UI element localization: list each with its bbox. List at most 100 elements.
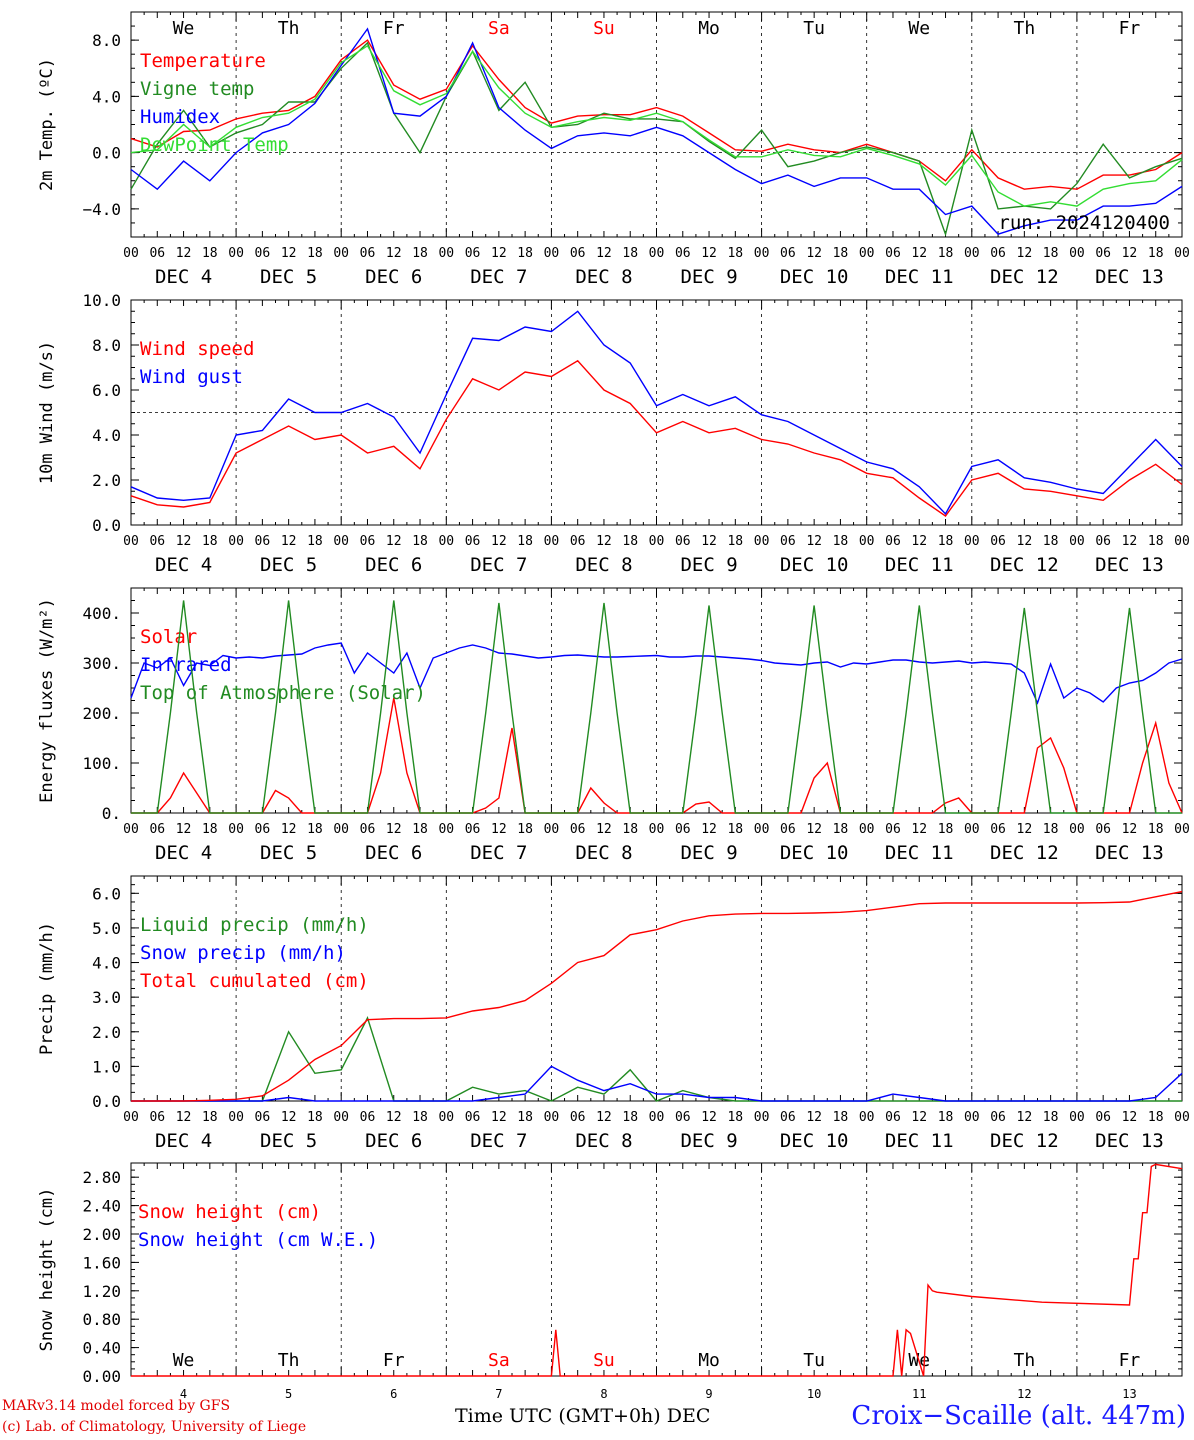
x-date-label: DEC 5 — [260, 554, 317, 576]
series-line-green — [130, 41, 1183, 237]
x-hour-label: 12 — [281, 1110, 297, 1125]
x-hour-label: 06 — [675, 1110, 691, 1125]
legend-entry: Snow height (cm) — [138, 1201, 321, 1223]
x-hour-label: 00 — [1174, 246, 1190, 261]
x-hour-label: 12 — [1017, 246, 1033, 261]
x-hour-label: 12 — [701, 1110, 717, 1125]
legend-entry: Temperature — [140, 50, 266, 72]
x-hour-label: 00 — [1174, 534, 1190, 549]
y-tick-label: −4.0 — [82, 200, 121, 219]
series-line-blue — [130, 27, 1183, 236]
legend-entry: Snow precip (mm/h) — [140, 942, 346, 964]
x-hour-label: 18 — [1043, 1110, 1059, 1125]
legend-entry: Top of Atmosphere (Solar) — [140, 682, 426, 704]
x-hour-label: 06 — [780, 534, 796, 549]
x-hour-label: 00 — [333, 822, 349, 837]
weekday-label: Tu — [803, 1350, 825, 1371]
y-tick-label: 8.0 — [92, 336, 121, 355]
x-hour-label: 00 — [123, 246, 139, 261]
x-hour-label: 00 — [438, 246, 454, 261]
x-hour-label: 06 — [675, 534, 691, 549]
x-hour-label: 06 — [360, 246, 376, 261]
x-hour-label: 00 — [1174, 1110, 1190, 1125]
x-hour-label: 12 — [1017, 822, 1033, 837]
x-date-label: DEC 6 — [365, 554, 422, 576]
weekday-label: Fr — [1119, 18, 1141, 39]
x-hour-label: 18 — [412, 534, 428, 549]
weekday-label: Th — [278, 18, 300, 39]
x-hour-label: 00 — [649, 246, 665, 261]
x-hour-label: 12 — [701, 822, 717, 837]
x-hour-label: 18 — [938, 1110, 954, 1125]
x-hour-label: 06 — [990, 534, 1006, 549]
weekday-label: Sa — [488, 18, 510, 39]
weekday-label: Fr — [1119, 1350, 1141, 1371]
x-hour-label: 06 — [465, 246, 481, 261]
y-tick-label: 1.60 — [82, 1253, 121, 1272]
y-tick-label: 10.0 — [82, 291, 121, 310]
x-date-label: DEC 11 — [885, 266, 954, 288]
x-hour-label: 00 — [859, 822, 875, 837]
x-hour-label: 00 — [1069, 822, 1085, 837]
x-hour-label: 00 — [544, 822, 560, 837]
x-date-label: DEC 5 — [260, 1130, 317, 1152]
y-tick-label: 400. — [82, 604, 121, 623]
x-hour-label: 00 — [228, 534, 244, 549]
x-hour-label: 00 — [964, 822, 980, 837]
y-axis-label: Energy fluxes (W/m²) — [37, 598, 57, 803]
x-hour-label: 18 — [938, 246, 954, 261]
x-date-label: DEC 11 — [885, 842, 954, 864]
x-hour-label: 06 — [255, 534, 271, 549]
x-hour-label: 18 — [412, 822, 428, 837]
x-hour-label: 00 — [964, 534, 980, 549]
x-date-label: DEC 4 — [155, 266, 212, 288]
weekday-label: Tu — [803, 18, 825, 39]
x-day-number: 6 — [390, 1387, 397, 1401]
x-hour-label: 12 — [176, 822, 192, 837]
x-day-number: 11 — [912, 1387, 926, 1401]
legend-entry: Total cumulated (cm) — [140, 970, 369, 992]
y-tick-label: 1.0 — [92, 1057, 121, 1076]
x-date-label: DEC 8 — [575, 554, 632, 576]
x-date-label: DEC 8 — [575, 842, 632, 864]
x-hour-label: 06 — [1095, 1110, 1111, 1125]
x-date-label: DEC 10 — [780, 554, 849, 576]
x-hour-label: 12 — [176, 534, 192, 549]
series-line-red — [130, 39, 1183, 190]
x-hour-label: 06 — [255, 246, 271, 261]
x-date-label: DEC 7 — [470, 842, 527, 864]
x-hour-label: 18 — [1148, 1110, 1164, 1125]
y-tick-label: 4.0 — [92, 954, 121, 973]
series-line-lightgreen — [130, 44, 1183, 207]
x-hour-label: 00 — [333, 1110, 349, 1125]
x-hour-label: 18 — [202, 1110, 218, 1125]
y-tick-label: 200. — [82, 704, 121, 723]
series-line-red — [131, 890, 1183, 1102]
x-hour-label: 18 — [517, 246, 533, 261]
x-hour-label: 06 — [990, 246, 1006, 261]
x-hour-label: 00 — [1069, 534, 1085, 549]
y-tick-label: 0.80 — [82, 1310, 121, 1329]
x-hour-label: 12 — [1122, 534, 1138, 549]
x-date-label: DEC 12 — [990, 554, 1059, 576]
x-hour-label: 00 — [859, 534, 875, 549]
x-date-label: DEC 8 — [575, 266, 632, 288]
x-hour-label: 12 — [491, 822, 507, 837]
x-date-label: DEC 7 — [470, 554, 527, 576]
series-line-blue — [130, 310, 1183, 515]
x-date-label: DEC 13 — [1095, 1130, 1164, 1152]
y-tick-label: 0.00 — [82, 1367, 121, 1386]
x-hour-label: 06 — [780, 822, 796, 837]
x-hour-label: 12 — [386, 534, 402, 549]
run-annotation: run: 2024120400 — [998, 212, 1170, 234]
y-axis-label: 2m Temp. (ºC) — [37, 58, 57, 191]
x-hour-label: 12 — [911, 1110, 927, 1125]
weekday-label: Mo — [698, 18, 720, 39]
weekday-label: Th — [1014, 1350, 1036, 1371]
x-hour-label: 18 — [517, 822, 533, 837]
weekday-label: Mo — [698, 1350, 720, 1371]
x-hour-label: 00 — [123, 534, 139, 549]
y-tick-label: 8.0 — [92, 31, 121, 50]
series-line-red — [130, 359, 1183, 517]
